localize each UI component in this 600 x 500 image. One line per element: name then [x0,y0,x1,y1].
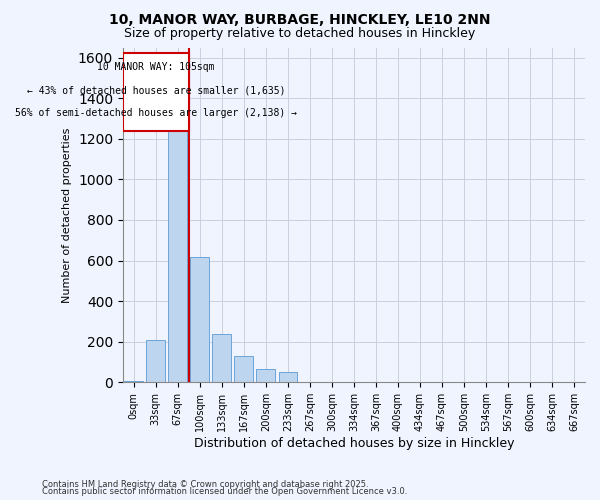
Bar [169,130,187,382]
Text: Size of property relative to detached houses in Hinckley: Size of property relative to detached ho… [124,28,476,40]
Y-axis label: Number of detached properties: Number of detached properties [62,127,72,302]
Text: 10 MANOR WAY: 105sqm: 10 MANOR WAY: 105sqm [97,62,215,72]
X-axis label: Distribution of detached houses by size in Hinckley: Distribution of detached houses by size … [194,437,514,450]
Text: Contains HM Land Registry data © Crown copyright and database right 2025.: Contains HM Land Registry data © Crown c… [42,480,368,489]
Text: 10, MANOR WAY, BURBAGE, HINCKLEY, LE10 2NN: 10, MANOR WAY, BURBAGE, HINCKLEY, LE10 2… [109,12,491,26]
Text: ← 43% of detached houses are smaller (1,635): ← 43% of detached houses are smaller (1,… [26,86,285,96]
Bar [212,334,231,382]
Bar [256,369,275,382]
Bar [235,356,253,382]
Bar [278,372,297,382]
Bar [190,256,209,382]
Text: Contains public sector information licensed under the Open Government Licence v3: Contains public sector information licen… [42,487,407,496]
Text: 56% of semi-detached houses are larger (2,138) →: 56% of semi-detached houses are larger (… [15,108,297,118]
FancyBboxPatch shape [123,52,189,131]
Bar [146,340,165,382]
